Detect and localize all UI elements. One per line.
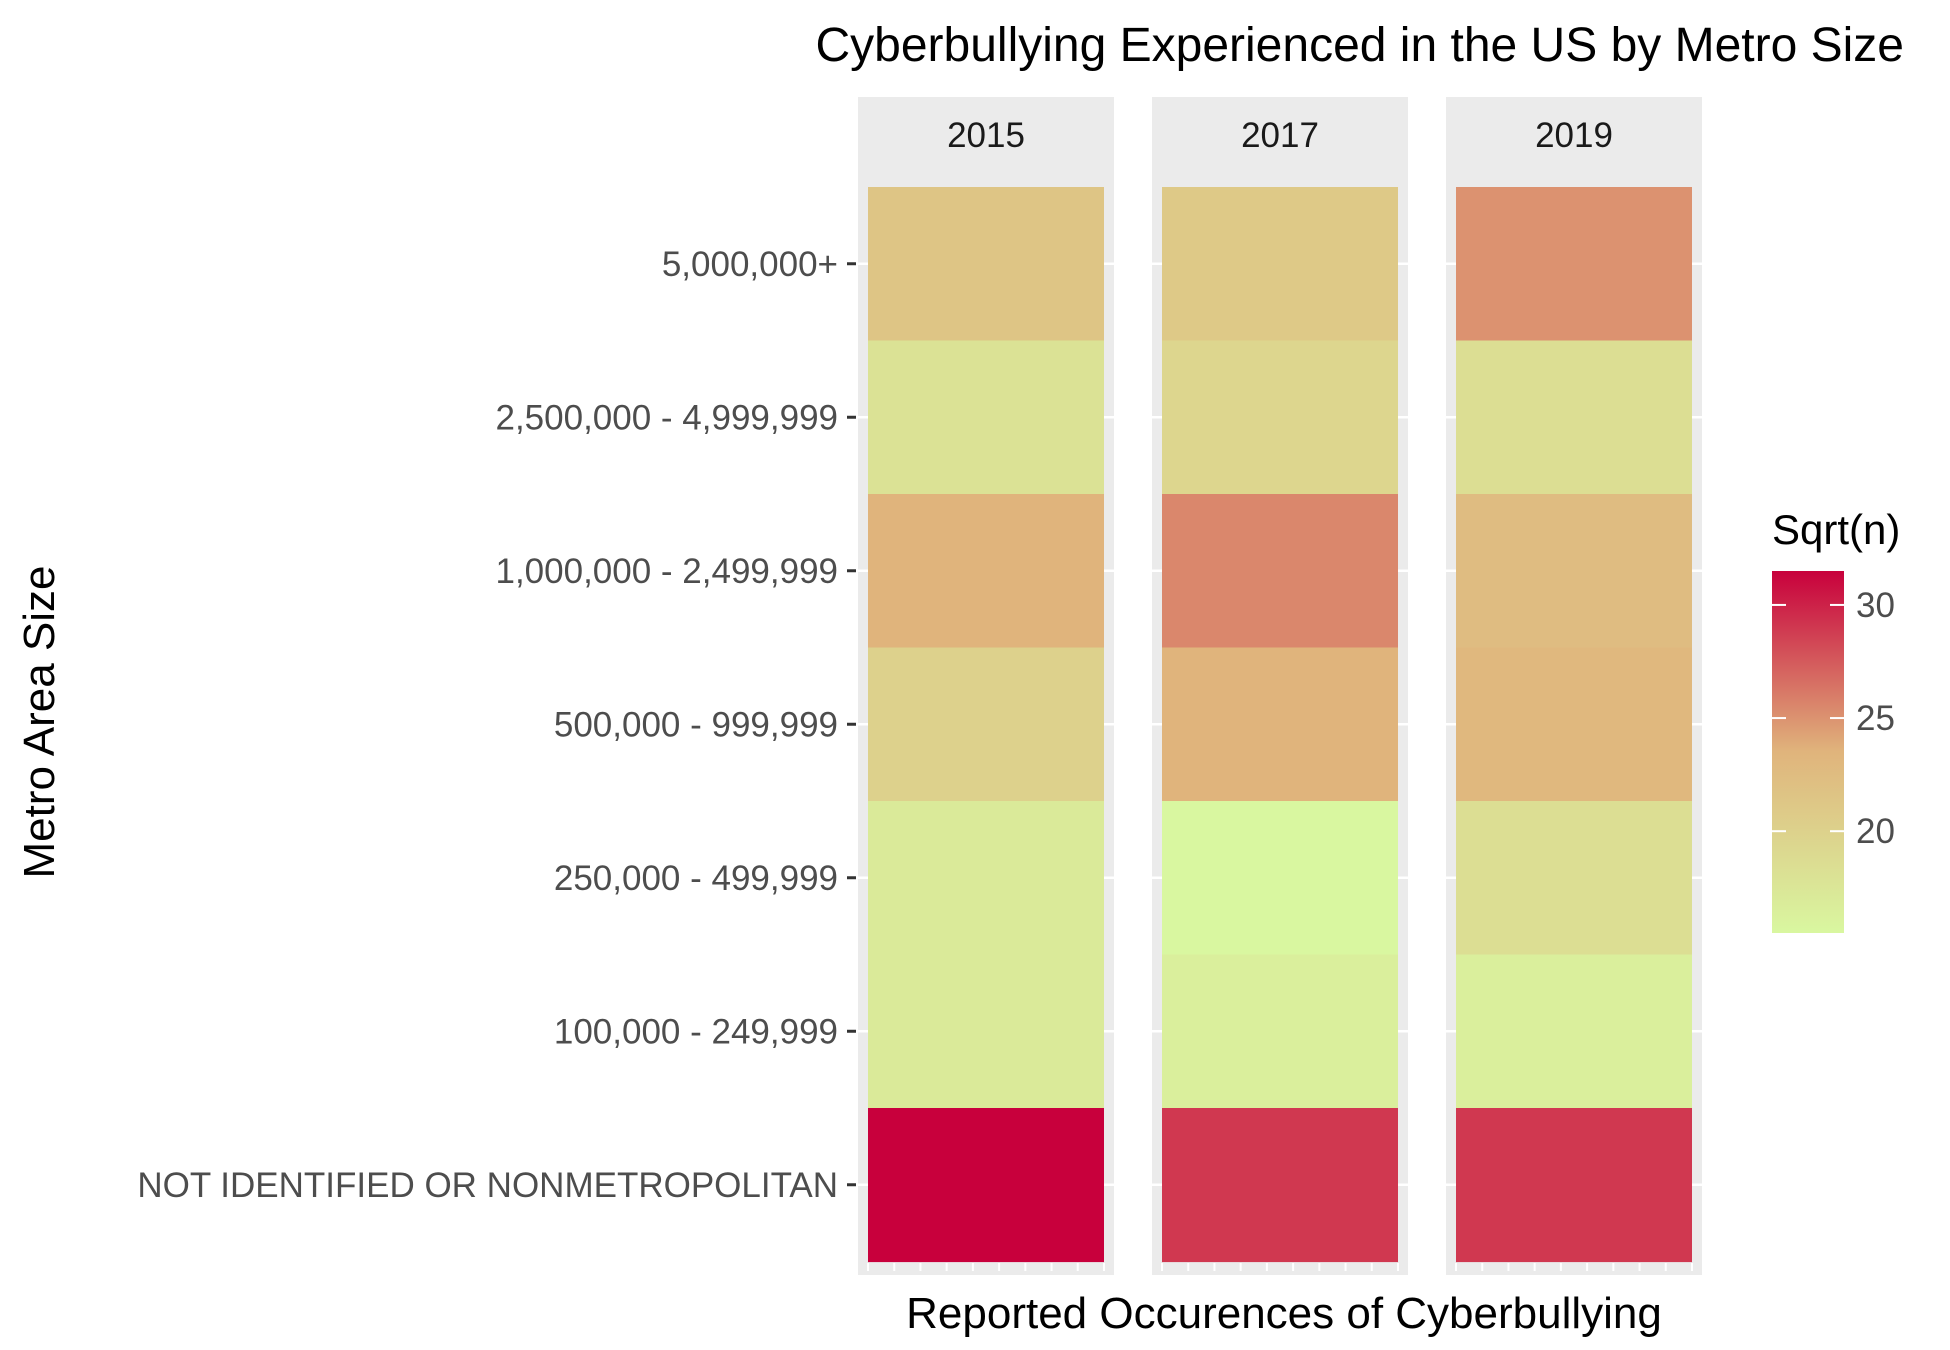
y-tick-label: 250,000 - 499,999 bbox=[554, 859, 838, 898]
legend-colorbar bbox=[1772, 571, 1844, 933]
heat-cell-2017 bbox=[1162, 340, 1398, 495]
legend-ticks: 20 25 30 bbox=[1772, 586, 1895, 851]
legend-tick-label: 25 bbox=[1856, 699, 1895, 738]
facet-panels: 2015 2017 2019 bbox=[858, 97, 1702, 1275]
y-tick-label: 1,000,000 - 2,499,999 bbox=[495, 552, 838, 591]
facet-strip-2017 bbox=[1152, 97, 1408, 172]
y-axis: 5,000,000+ 2,500,000 - 4,999,999 1,000,000… bbox=[137, 245, 856, 1205]
heat-cell-2019 bbox=[1456, 340, 1692, 495]
legend-title: Sqrt(n) bbox=[1772, 506, 1900, 553]
heat-cell-2017 bbox=[1162, 954, 1398, 1109]
heat-cell-2015 bbox=[868, 494, 1104, 649]
facet-label-2015: 2015 bbox=[947, 116, 1025, 155]
legend-tick-label: 20 bbox=[1856, 812, 1895, 851]
heat-cell-2015 bbox=[868, 954, 1104, 1109]
facet-label-2019: 2019 bbox=[1535, 116, 1613, 155]
heat-cell-2015 bbox=[868, 647, 1104, 802]
heat-cell-2017 bbox=[1162, 801, 1398, 956]
heat-cell-2015 bbox=[868, 340, 1104, 495]
heat-cell-2019 bbox=[1456, 647, 1692, 802]
heat-cell-2019 bbox=[1456, 494, 1692, 649]
heat-cell-2017 bbox=[1162, 647, 1398, 802]
heat-cell-2017 bbox=[1162, 1108, 1398, 1263]
y-tick-label: 100,000 - 249,999 bbox=[554, 1012, 838, 1051]
heat-cell-2015 bbox=[868, 801, 1104, 956]
facet-strip-2019 bbox=[1446, 97, 1702, 172]
heat-cell-2017 bbox=[1162, 494, 1398, 649]
facet-strip-2015 bbox=[858, 97, 1114, 172]
y-tick-label: 2,500,000 - 4,999,999 bbox=[495, 398, 838, 437]
y-axis-title: Metro Area Size bbox=[15, 565, 64, 878]
color-legend: Sqrt(n) 20 25 30 bbox=[1772, 506, 1900, 933]
facet-label-2017: 2017 bbox=[1241, 116, 1319, 155]
heat-cell-2019 bbox=[1456, 954, 1692, 1109]
x-axis-title: Reported Occurences of Cyberbullying bbox=[906, 1289, 1662, 1338]
heat-cell-2015 bbox=[868, 187, 1104, 342]
heat-cell-2019 bbox=[1456, 187, 1692, 342]
chart-title: Cyberbullying Experienced in the US by M… bbox=[815, 19, 1904, 72]
heat-cell-2017 bbox=[1162, 187, 1398, 342]
heat-cell-2015 bbox=[868, 1108, 1104, 1263]
heat-cell-2019 bbox=[1456, 801, 1692, 956]
legend-tick-label: 30 bbox=[1856, 586, 1895, 625]
y-tick-label: 500,000 - 999,999 bbox=[554, 705, 838, 744]
y-tick-label: NOT IDENTIFIED OR NONMETROPOLITAN bbox=[137, 1166, 838, 1205]
heat-cell-2019 bbox=[1456, 1108, 1692, 1263]
y-tick-label: 5,000,000+ bbox=[662, 245, 838, 284]
